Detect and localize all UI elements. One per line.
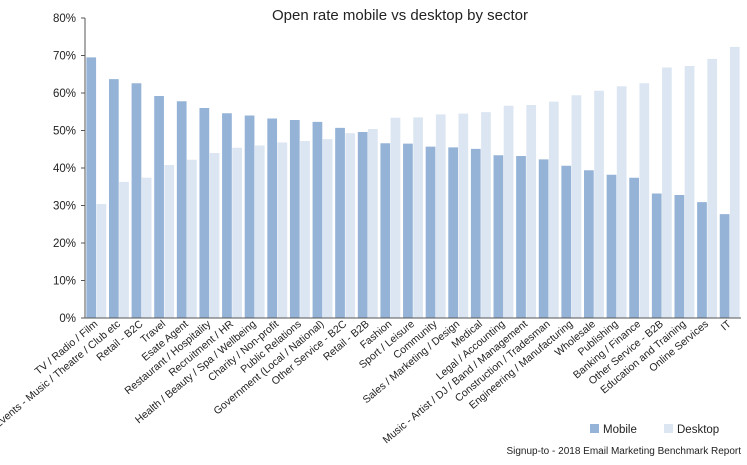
x-tick-label: IT (719, 318, 734, 334)
bar-desktop (707, 58, 718, 319)
bar-mobile (425, 146, 436, 319)
bar-mobile (470, 148, 481, 319)
bar-mobile (719, 214, 730, 319)
bar-mobile (606, 174, 617, 318)
y-tick-label: 0% (59, 313, 76, 325)
bar-mobile (289, 120, 300, 318)
bar-desktop (503, 105, 514, 318)
bar-desktop (729, 46, 740, 319)
bar-mobile (403, 143, 413, 319)
bar-desktop (413, 117, 423, 319)
bar-desktop (526, 105, 537, 318)
bar-mobile (86, 57, 97, 319)
bar-mobile (697, 202, 707, 319)
bar-mobile (629, 177, 639, 318)
bar-desktop (594, 90, 604, 318)
y-tick-label: 80% (53, 13, 76, 25)
bar-desktop (322, 139, 333, 318)
bar-desktop (684, 66, 695, 318)
bar-mobile (651, 193, 662, 318)
bar-desktop (481, 112, 491, 319)
bar-desktop (345, 133, 356, 319)
bars (86, 46, 740, 319)
bar-desktop (458, 113, 469, 319)
bar-mobile (267, 118, 278, 318)
bar-desktop (141, 177, 152, 318)
bar-mobile (108, 79, 119, 319)
bar-mobile (335, 127, 345, 319)
y-tick-label: 40% (53, 163, 76, 175)
bar-mobile (131, 83, 142, 318)
bar-desktop (435, 114, 446, 319)
bar-desktop (187, 159, 197, 318)
chart-title: Open rate mobile vs desktop by sector (272, 7, 528, 24)
bar-desktop (639, 83, 650, 318)
bar-desktop (571, 95, 582, 318)
x-tick-label: Events - Music / Theatre / Club etc (0, 318, 123, 431)
bar-mobile (448, 147, 459, 319)
bar-mobile (244, 115, 255, 318)
bar-mobile (561, 165, 572, 318)
y-tick-label: 20% (53, 238, 76, 250)
legend-label-desktop: Desktop (677, 424, 719, 436)
bar-mobile (584, 170, 594, 318)
legend: Mobile Desktop (590, 424, 719, 436)
legend-label-mobile: Mobile (603, 424, 637, 436)
y-tick-label: 30% (53, 201, 76, 213)
bar-desktop (164, 165, 175, 318)
bar-desktop (662, 67, 672, 318)
source-note: Signup-to - 2018 Email Marketing Benchma… (506, 446, 741, 457)
bar-mobile (176, 101, 187, 318)
bar-mobile (357, 132, 368, 318)
bar-mobile (199, 108, 210, 318)
bar-desktop (300, 141, 310, 318)
y-axis: 0% 10% 20% 30% 40% 50% 60% 70% 80% (53, 13, 86, 325)
bar-mobile (493, 155, 504, 318)
bar-mobile (154, 96, 164, 318)
bar-desktop (390, 117, 401, 318)
y-tick-label: 50% (53, 126, 76, 138)
bar-mobile (380, 143, 391, 318)
y-tick-label: 60% (53, 88, 76, 100)
bar-desktop (209, 153, 220, 318)
bar-desktop (616, 86, 627, 318)
bar-desktop (367, 129, 378, 318)
legend-swatch-mobile (590, 424, 599, 433)
bar-desktop (277, 142, 288, 318)
bar-desktop (119, 181, 129, 319)
bar-mobile (538, 159, 549, 318)
legend-swatch-desktop (664, 424, 673, 433)
bar-mobile (312, 121, 323, 318)
bar-mobile (674, 195, 685, 318)
y-tick-label: 70% (53, 51, 76, 63)
bar-mobile (516, 156, 526, 318)
bar-desktop (96, 204, 107, 318)
bar-desktop (548, 101, 559, 319)
y-tick-label: 10% (53, 276, 76, 288)
bar-desktop (232, 147, 242, 318)
bar-mobile (222, 113, 232, 318)
bar-desktop (254, 145, 265, 318)
